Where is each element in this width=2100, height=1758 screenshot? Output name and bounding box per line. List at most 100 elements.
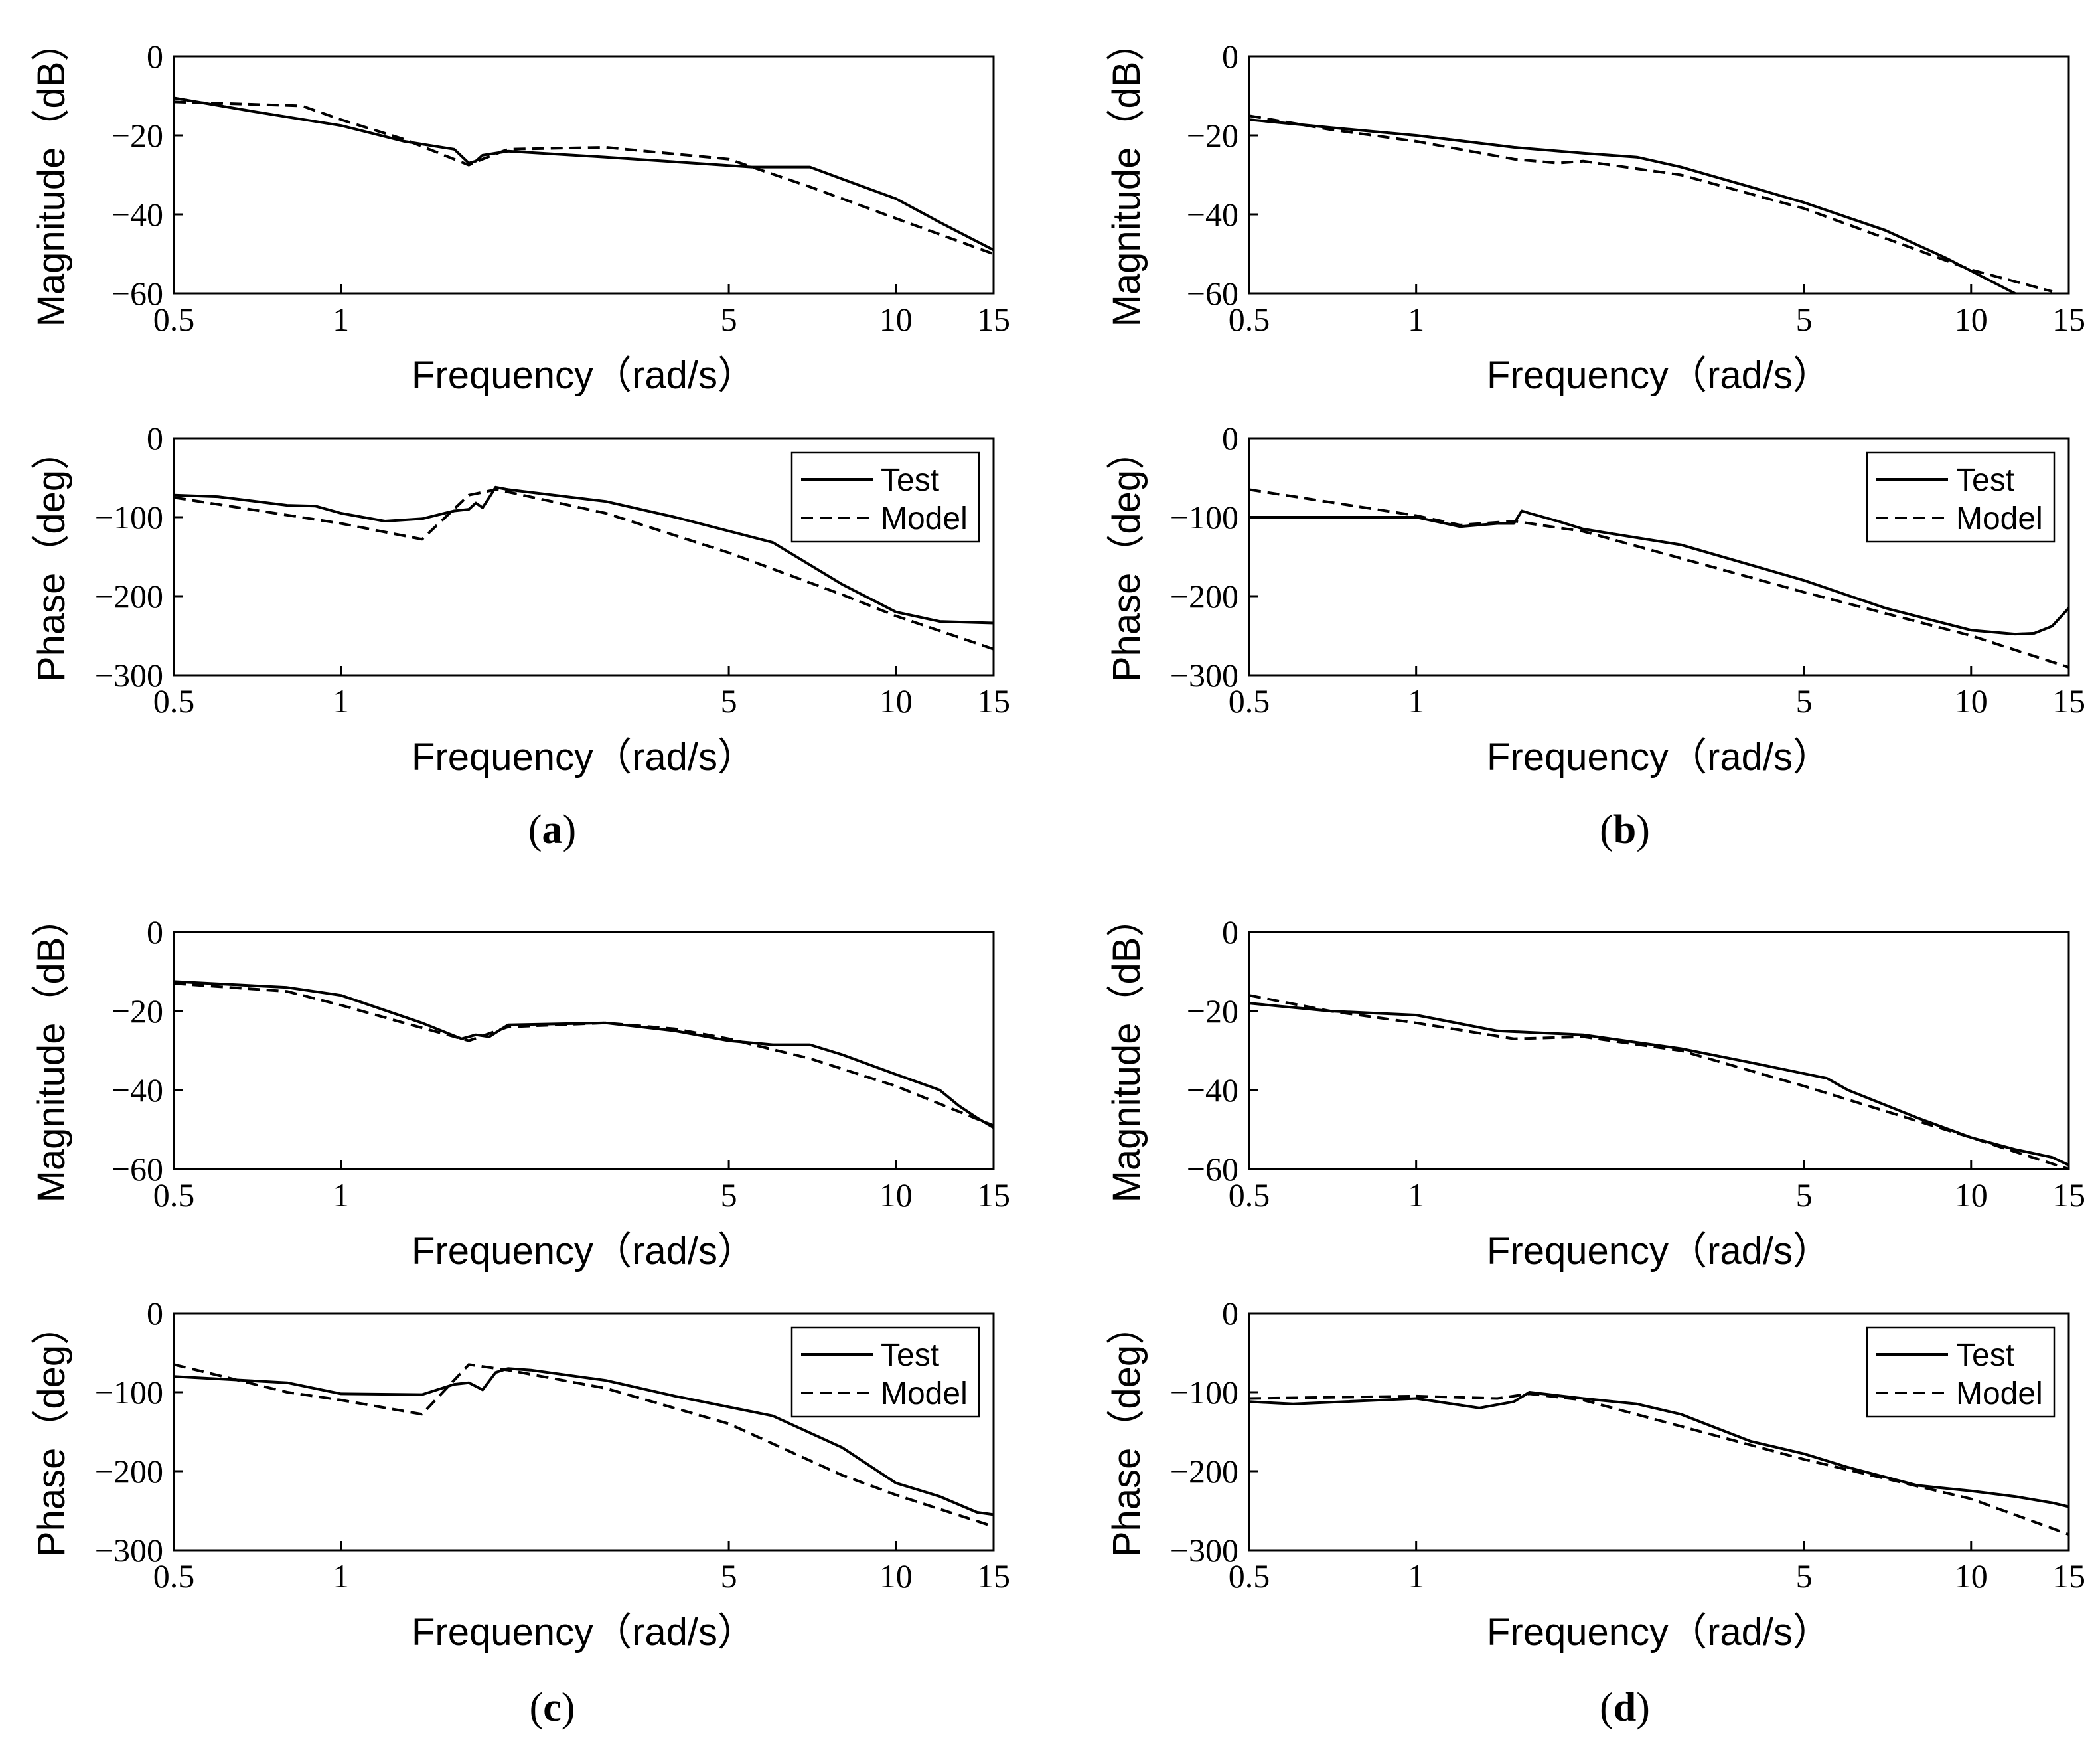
- y-tick-label: −200: [1170, 578, 1238, 615]
- x-tick-label: 1: [1408, 682, 1424, 720]
- y-tick-label: −100: [95, 499, 163, 536]
- x-tick-label: 10: [1955, 1558, 1988, 1595]
- series-line-model: [174, 488, 994, 651]
- axes-frame: [1248, 1312, 2070, 1552]
- axes-frame: [173, 55, 995, 295]
- y-tick-label: −200: [95, 578, 163, 615]
- y-axis-label: Magnitude（dB）: [30, 23, 73, 327]
- y-tick-label: −40: [1187, 1072, 1238, 1109]
- axes-frame: [173, 437, 995, 677]
- y-tick-label: −300: [1170, 657, 1238, 694]
- series-line-model: [174, 100, 994, 256]
- y-tick-label: −60: [112, 275, 163, 312]
- x-tick-label: 15: [977, 301, 1010, 338]
- axes-frame: [173, 1312, 995, 1552]
- legend-label-test: Test: [881, 1338, 939, 1373]
- legend-label-model: Model: [881, 1376, 968, 1411]
- x-tick-label: 1: [333, 301, 349, 338]
- y-tick-label: −60: [1187, 275, 1238, 312]
- x-axis-label: Frequency（rad/s）: [412, 1611, 756, 1654]
- caption-close-paren: ): [1636, 1685, 1650, 1730]
- x-tick-label: 5: [1796, 682, 1813, 720]
- panel-d-magnitude-plot: 0−20−40−600.5 1 5 10 15Frequency（rad/s）Magni…: [1105, 899, 2085, 1273]
- panel-caption: (d): [1600, 1685, 1650, 1730]
- x-tick-label: 1: [333, 682, 349, 720]
- caption-letter: c: [543, 1685, 562, 1730]
- y-tick-label: −20: [112, 117, 163, 154]
- panel-caption: (b): [1600, 807, 1650, 852]
- y-axis-label: Phase（deg）: [30, 1307, 73, 1557]
- caption-close-paren: ): [563, 807, 577, 852]
- panel-caption: (a): [528, 807, 576, 852]
- series-line-test: [1249, 1391, 2069, 1508]
- x-tick-label: 1: [1408, 301, 1424, 338]
- legend-label-test: Test: [1956, 463, 2014, 498]
- panel-a: 0−20−40−600.5 1 5 10 15Frequency（rad/s）Magni…: [30, 23, 1010, 852]
- y-tick-label: −40: [1187, 196, 1238, 233]
- x-tick-label: 10: [879, 301, 913, 338]
- y-tick-label: −100: [1170, 1374, 1238, 1411]
- series-line-model: [1249, 1392, 2069, 1536]
- y-tick-label: −40: [112, 1072, 163, 1109]
- y-tick-label: −100: [95, 1374, 163, 1411]
- x-tick-label: 10: [879, 1558, 913, 1595]
- x-tick-label: 5: [1796, 1176, 1813, 1214]
- caption-open-paren: (: [530, 1685, 544, 1730]
- x-tick-label: 1: [333, 1558, 349, 1595]
- axes-frame: [1248, 437, 2070, 677]
- x-tick-label: 10: [1955, 682, 1988, 720]
- y-tick-label: −100: [1170, 499, 1238, 536]
- x-tick-label: 10: [1955, 301, 1988, 338]
- legend-label-model: Model: [881, 501, 968, 536]
- legend-label-test: Test: [1956, 1338, 2014, 1373]
- y-axis-label: Phase（deg）: [1105, 432, 1148, 682]
- y-axis-label: Phase（deg）: [30, 432, 73, 682]
- y-axis-label: Phase（deg）: [1105, 1307, 1148, 1557]
- series-line-test: [174, 96, 994, 252]
- y-tick-label: −20: [1187, 993, 1238, 1030]
- y-axis-label: Magnitude（dB）: [30, 899, 73, 1203]
- y-axis-label: Magnitude（dB）: [1105, 899, 1148, 1203]
- panel-caption: (c): [530, 1685, 575, 1730]
- legend-box: [1866, 451, 2056, 543]
- panel-a-magnitude-plot: 0−20−40−600.5 1 5 10 15Frequency（rad/s）Magni…: [30, 23, 1010, 397]
- y-tick-label: 0: [147, 914, 163, 951]
- x-axis-label: Frequency（rad/s）: [412, 354, 756, 397]
- y-tick-label: 0: [147, 1295, 163, 1332]
- x-tick-label: 15: [2052, 682, 2085, 720]
- x-tick-label: 0.5: [153, 1176, 195, 1214]
- series-line-test: [1249, 509, 2069, 636]
- y-tick-label: −200: [95, 1453, 163, 1490]
- x-tick-label: 5: [721, 1176, 737, 1214]
- y-tick-label: −20: [1187, 117, 1238, 154]
- x-tick-label: 5: [1796, 1558, 1813, 1595]
- caption-letter: d: [1613, 1685, 1636, 1730]
- x-tick-label: 0.5: [1229, 1558, 1270, 1595]
- y-tick-label: −20: [112, 993, 163, 1030]
- y-tick-label: −60: [1187, 1151, 1238, 1188]
- panel-c: 0−20−40−600.5 1 5 10 15Frequency（rad/s）Magni…: [30, 899, 1010, 1730]
- series-line-model: [174, 1363, 994, 1528]
- caption-close-paren: ): [1636, 807, 1650, 852]
- caption-letter: a: [542, 807, 563, 852]
- caption-close-paren: ): [562, 1685, 575, 1730]
- x-tick-label: 15: [977, 682, 1010, 720]
- x-tick-label: 0.5: [153, 301, 195, 338]
- x-tick-label: 1: [1408, 1558, 1424, 1595]
- y-tick-label: −60: [112, 1151, 163, 1188]
- panel-c-magnitude-plot: 0−20−40−600.5 1 5 10 15Frequency（rad/s）Magni…: [30, 899, 1010, 1273]
- x-tick-label: 0.5: [153, 1558, 195, 1595]
- series-line-test: [174, 980, 994, 1129]
- x-tick-label: 5: [721, 1558, 737, 1595]
- axes-frame: [1248, 931, 2070, 1170]
- series-line-model: [1249, 488, 2069, 669]
- x-tick-label: 0.5: [1229, 301, 1270, 338]
- series-line-model: [1249, 114, 2053, 293]
- x-tick-label: 15: [2052, 1176, 2085, 1214]
- panel-b: 0−20−40−600.5 1 5 10 15Frequency（rad/s）Magni…: [1105, 23, 2085, 852]
